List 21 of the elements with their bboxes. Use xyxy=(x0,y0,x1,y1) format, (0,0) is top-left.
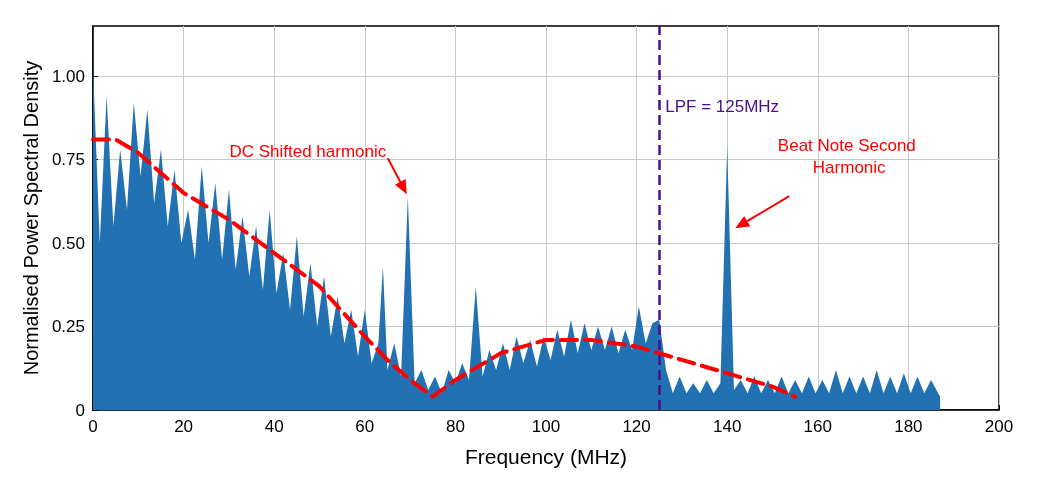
ref-line-label: LPF = 125MHz xyxy=(665,96,780,116)
x-tick-label: 80 xyxy=(445,417,465,436)
x-tick-label: 180 xyxy=(894,417,923,436)
x-tick-label: 160 xyxy=(803,417,832,436)
x-tick-label: 60 xyxy=(355,417,375,436)
y-axis-title: Normalised Power Spectral Density xyxy=(20,60,43,376)
x-tick-label: 200 xyxy=(984,417,1014,436)
y-tick-label: 0 xyxy=(75,400,85,420)
annotation: DC Shifted harmonic xyxy=(229,141,387,161)
y-tick-label: 0.75 xyxy=(51,150,85,170)
x-tick-label: 0 xyxy=(88,417,98,436)
y-tick-label: 0.50 xyxy=(51,233,85,253)
y-tick-label: 0.25 xyxy=(51,317,85,337)
annotation: Beat Note Second Harmonic xyxy=(777,135,921,177)
y-tick-label: 1.00 xyxy=(51,66,85,86)
x-tick-label: 20 xyxy=(174,417,194,436)
x-tick-label: 100 xyxy=(531,417,561,436)
x-tick-label: 140 xyxy=(713,417,742,436)
x-tick-label: 120 xyxy=(622,417,651,436)
x-tick-label: 40 xyxy=(264,417,284,436)
x-axis-title: Frequency (MHz) xyxy=(464,445,628,468)
